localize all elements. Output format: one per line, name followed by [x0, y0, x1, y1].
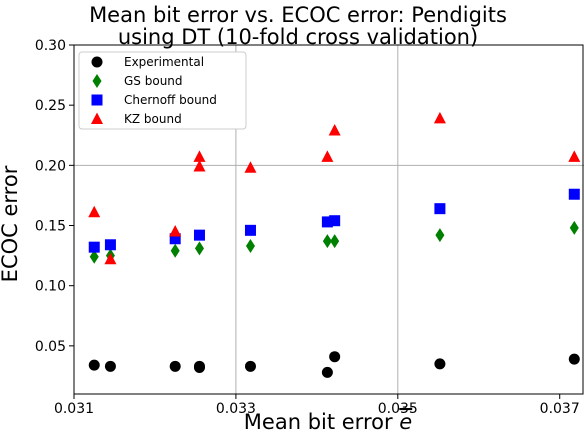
series-diamond: [89, 220, 579, 264]
series-square: [88, 188, 580, 253]
data-point: [329, 351, 341, 363]
data-marks: [88, 111, 581, 378]
y-tick-label: 0.20: [35, 158, 66, 174]
data-point: [88, 241, 100, 253]
data-point: [244, 161, 257, 173]
legend-label: GS bound: [124, 74, 183, 88]
data-point: [104, 252, 117, 265]
data-point: [434, 358, 446, 370]
chart-title-line-2: using DT (10-fold cross validation): [118, 25, 478, 49]
x-axis-label: Mean bit error e: [244, 410, 412, 432]
data-point: [194, 241, 204, 256]
data-point: [244, 360, 256, 372]
x-tick-label: 0.035: [378, 401, 418, 417]
data-point: [568, 188, 580, 200]
series-triangle: [88, 111, 581, 265]
data-point: [88, 205, 101, 218]
legend-marker: [91, 112, 103, 124]
data-point: [245, 238, 255, 253]
data-point: [169, 225, 182, 237]
data-point: [321, 216, 333, 228]
data-point: [193, 150, 206, 162]
legend-marker: [91, 56, 103, 68]
legend-item: GS bound: [92, 74, 183, 88]
y-axis-label: ECOC error: [0, 165, 22, 282]
data-point: [329, 215, 341, 227]
data-point: [321, 150, 334, 162]
x-axis-label-symbol: e: [399, 410, 412, 432]
legend-label: Chernoff bound: [124, 93, 217, 107]
y-tick-label: 0.05: [35, 339, 66, 355]
data-point: [193, 360, 205, 372]
legend-item: KZ bound: [91, 112, 182, 126]
data-point: [322, 234, 332, 249]
data-point: [244, 224, 256, 236]
y-tick-label: 0.15: [35, 219, 66, 235]
data-point: [434, 203, 446, 215]
y-tick-label: 0.30: [35, 38, 66, 54]
data-point: [169, 360, 181, 372]
data-point: [568, 150, 581, 162]
legend-box: [78, 51, 247, 130]
chart-title-line-1: Mean bit error vs. ECOC error: Pendigits: [89, 3, 507, 27]
series-circle: [88, 351, 580, 378]
legend-marker: [91, 94, 103, 106]
data-point: [321, 366, 333, 378]
y-tick-label: 0.25: [35, 98, 66, 114]
data-point: [89, 249, 99, 264]
data-point: [169, 233, 181, 245]
data-point: [568, 353, 580, 365]
data-point: [88, 359, 100, 371]
legend-item: Chernoff bound: [91, 93, 217, 107]
data-point: [104, 239, 116, 251]
y-tick-label: 0.10: [35, 279, 66, 295]
data-point: [193, 229, 205, 241]
legend-label: KZ bound: [124, 112, 182, 126]
x-axis-label-text: Mean bit error: [244, 410, 399, 432]
plot-frame: [73, 44, 584, 395]
legend: Experimental GS bound Chernoff bound KZ bou…: [78, 51, 247, 130]
data-point: [435, 228, 445, 243]
data-point: [193, 160, 206, 172]
data-point: [433, 111, 446, 124]
legend-marker: [92, 74, 102, 88]
legend-label: Experimental: [124, 55, 204, 69]
x-tick-label: 0.031: [54, 401, 94, 417]
data-point: [170, 243, 180, 258]
data-point: [569, 220, 579, 235]
data-point: [330, 234, 340, 249]
axis-ticks: 0.031 0.033 0.035 0.037 0.05 0.10 0.15 0.20 0.25…: [35, 38, 580, 417]
legend-item: Experimental: [91, 55, 204, 69]
x-tick-label: 0.037: [540, 401, 580, 417]
data-point: [328, 123, 341, 136]
x-tick-label: 0.033: [216, 401, 256, 417]
data-point: [104, 360, 116, 372]
